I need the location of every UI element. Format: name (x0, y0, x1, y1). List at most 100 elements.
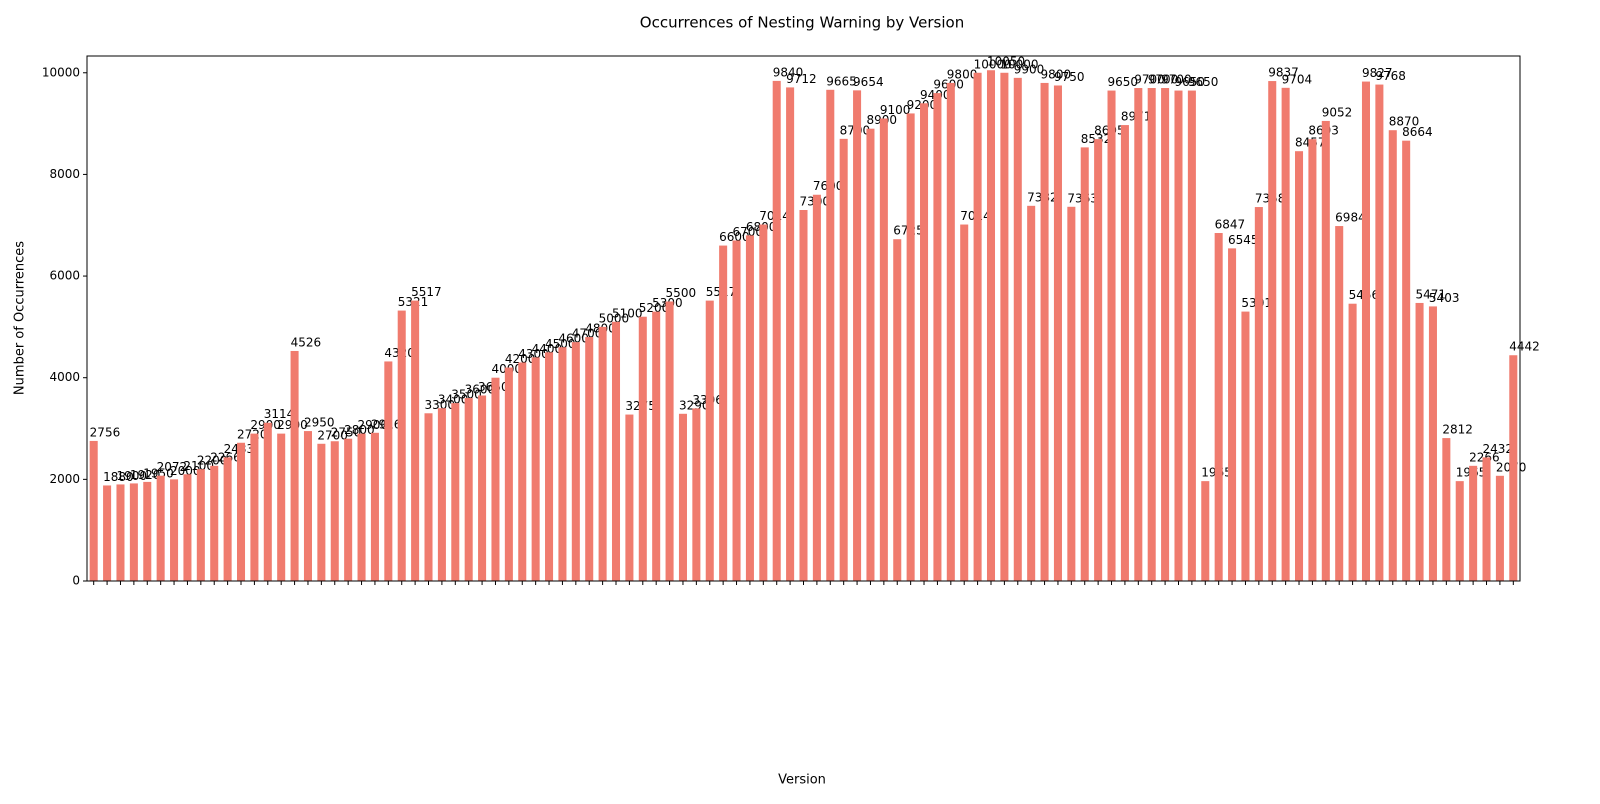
data-label: 9840 (773, 65, 804, 79)
data-label: 1900 (116, 469, 147, 483)
data-label: 10000 (974, 57, 1012, 71)
bar (518, 362, 527, 581)
data-label: 4526 (291, 335, 322, 349)
data-label: 3400 (438, 393, 469, 407)
bar (344, 438, 353, 581)
data-label: 2100 (183, 459, 214, 473)
data-label: 6545 (1228, 233, 1259, 247)
bar (103, 485, 112, 581)
bar (879, 118, 888, 582)
bar (263, 422, 272, 581)
bar (1335, 226, 1344, 582)
bar (451, 403, 460, 581)
data-label: 5500 (666, 286, 697, 300)
bar (1321, 120, 1330, 581)
data-label: 2266 (1469, 450, 1500, 464)
data-label: 2950 (304, 416, 335, 430)
bar (625, 414, 634, 581)
bar (1402, 140, 1411, 581)
bar (1469, 465, 1478, 581)
bar (1094, 139, 1103, 582)
bar (1254, 207, 1263, 581)
bar (1495, 475, 1504, 581)
bar (1013, 77, 1022, 581)
bar (1040, 82, 1049, 582)
bar (437, 408, 446, 581)
bar (464, 398, 473, 581)
bar (1281, 87, 1290, 582)
bar (236, 442, 246, 581)
bar (986, 70, 996, 581)
bar (1053, 85, 1062, 582)
data-label: 3114 (264, 407, 295, 421)
bar (183, 474, 192, 581)
bar (732, 240, 741, 581)
bar (156, 475, 165, 581)
bar (290, 350, 299, 581)
data-label: 1950 (143, 466, 174, 480)
chart-title: Occurrences of Nesting Warning by Versio… (640, 14, 964, 32)
bar (1241, 311, 1250, 581)
data-label: 2900 (358, 418, 389, 432)
data-label: 5000 (599, 311, 630, 325)
y-tick-label: 10000 (42, 65, 80, 79)
data-label: 9712 (786, 72, 817, 86)
bar (786, 87, 795, 582)
bar (665, 301, 674, 581)
bar (799, 209, 808, 581)
data-label: 3290 (679, 398, 710, 412)
bar (1147, 88, 1156, 581)
data-label: 5200 (639, 301, 670, 315)
data-label: 2200 (197, 454, 228, 468)
bar (1388, 130, 1397, 581)
bar (170, 479, 179, 581)
data-label: 8532 (1081, 132, 1112, 146)
data-label: 1880 (103, 470, 134, 484)
data-label: 6984 (1335, 211, 1366, 225)
data-label: 2750 (331, 426, 362, 440)
bar (491, 377, 500, 581)
bar (839, 138, 848, 581)
data-label: 9100 (880, 103, 911, 117)
data-label: 9650 (1108, 75, 1139, 89)
data-label: 2756 (90, 425, 121, 439)
bar (906, 113, 915, 582)
data-label: 3600 (465, 383, 496, 397)
bar (719, 245, 728, 581)
x-axis-label: Version (778, 773, 826, 788)
data-label: 4400 (532, 342, 563, 356)
bar (759, 224, 768, 581)
data-label: 9650 (1188, 75, 1219, 89)
data-label: 9800 (947, 67, 978, 81)
data-label: 4700 (572, 327, 603, 341)
bar (558, 347, 567, 581)
data-label: 9837 (1268, 66, 1299, 80)
data-label: 9650 (1174, 75, 1205, 89)
bar (1027, 205, 1036, 581)
data-label: 3500 (451, 388, 482, 402)
bar (893, 239, 902, 581)
bar (411, 300, 420, 581)
data-label: 9665 (826, 74, 857, 88)
bar (1308, 139, 1317, 581)
data-label: 6847 (1215, 218, 1246, 232)
bar (960, 224, 969, 581)
bar (384, 361, 393, 581)
bar (1107, 90, 1116, 581)
bar (1375, 84, 1384, 581)
data-label: 2072 (157, 460, 188, 474)
data-label: 4300 (518, 347, 549, 361)
bar (1134, 88, 1143, 581)
bar (504, 367, 513, 581)
data-label: 4600 (558, 332, 589, 346)
data-label: 2700 (317, 428, 348, 442)
data-label: 1920 (130, 468, 161, 482)
data-label: 9704 (1282, 72, 1313, 86)
bar (250, 433, 259, 581)
data-label: 9750 (1054, 70, 1085, 84)
bar (317, 443, 326, 581)
data-label: 9800 (1041, 67, 1072, 81)
data-label: 2432 (1483, 442, 1514, 456)
bar (1000, 72, 1009, 581)
